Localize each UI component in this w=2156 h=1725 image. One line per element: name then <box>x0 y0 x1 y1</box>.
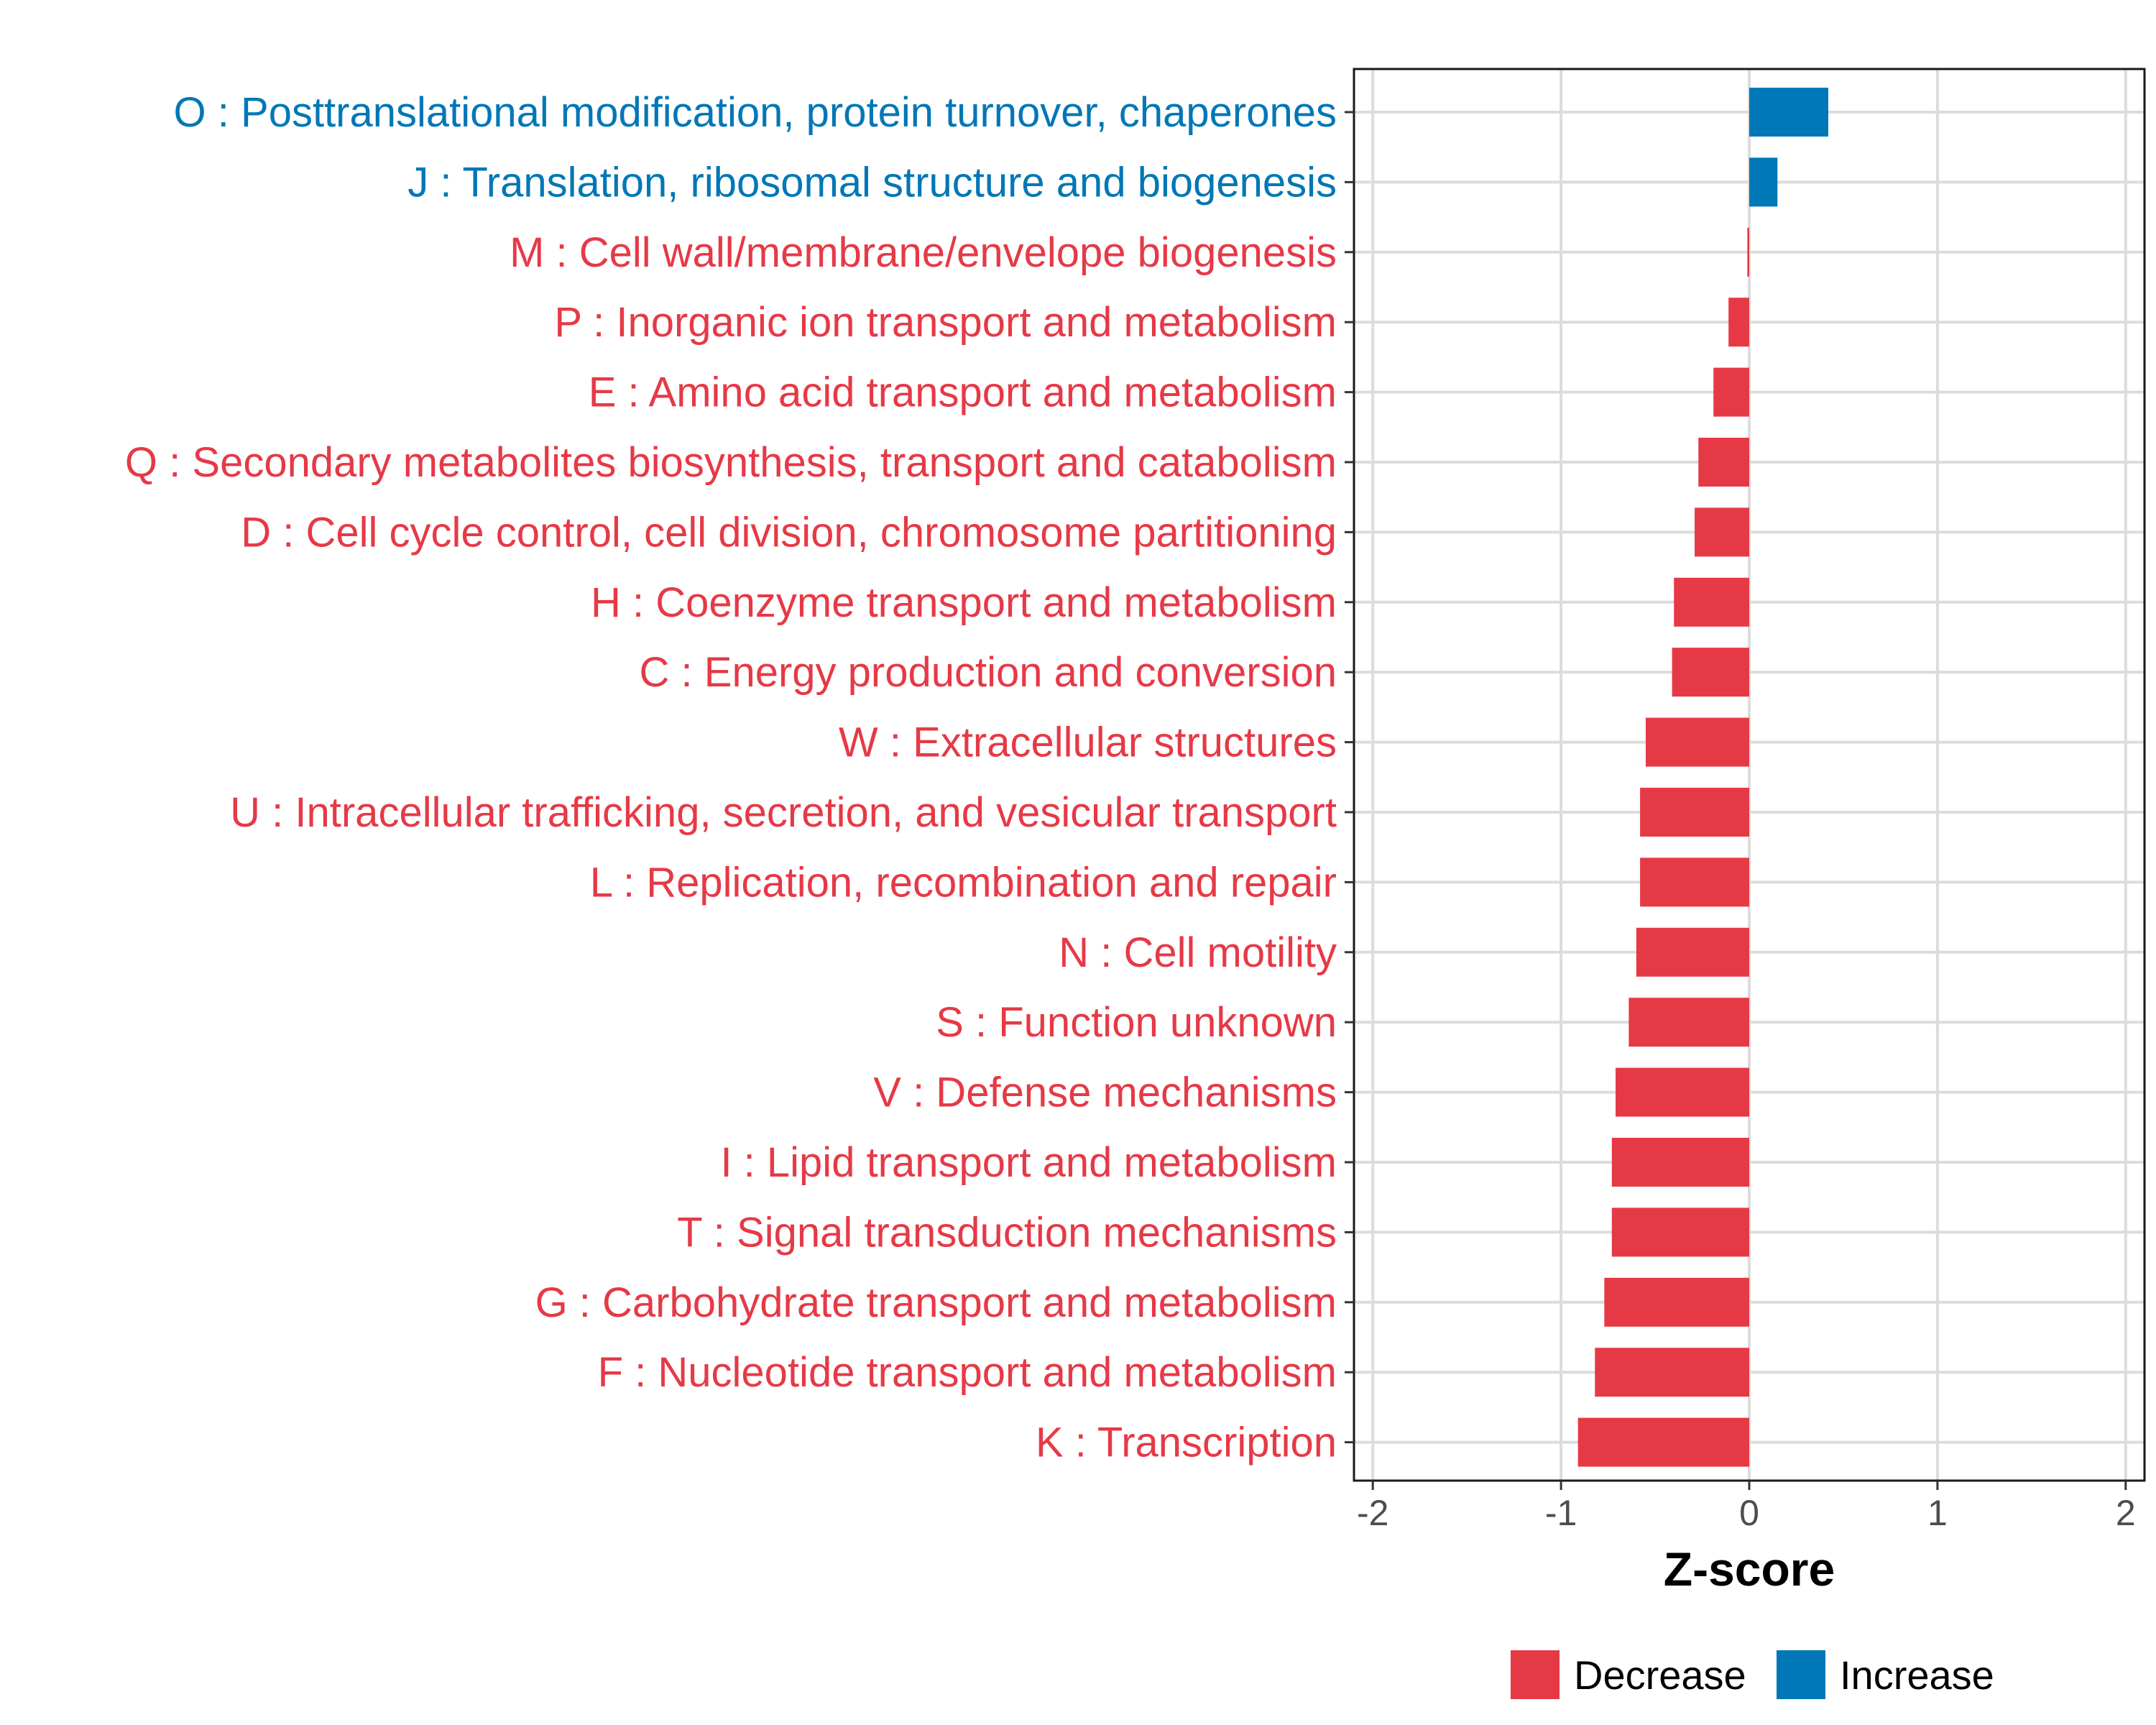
bar <box>1749 157 1778 207</box>
category-label: F : Nucleotide transport and metabolism <box>598 1349 1337 1396</box>
bar <box>1698 438 1749 487</box>
bar <box>1674 577 1749 627</box>
bar <box>1604 1277 1749 1327</box>
category-label: W : Extracellular structures <box>839 719 1337 766</box>
bar <box>1640 788 1749 837</box>
category-label: K : Transcription <box>1036 1420 1337 1466</box>
x-tick-label: 0 <box>1739 1493 1759 1533</box>
bar <box>1695 507 1749 557</box>
category-label: N : Cell motility <box>1059 929 1337 976</box>
x-axis-ticks: -2 -1 0 1 2 <box>1357 1481 2136 1533</box>
legend-label: Increase <box>1840 1652 1994 1698</box>
bar <box>1749 88 1828 137</box>
category-labels: O : Posttranslational modification, prot… <box>125 89 1337 1466</box>
category-label: E : Amino acid transport and metabolism <box>589 369 1337 416</box>
bars <box>1577 88 1828 1467</box>
category-label: L : Replication, recombination and repai… <box>590 859 1337 906</box>
category-label: D : Cell cycle control, cell division, c… <box>241 509 1337 556</box>
legend: Decrease Increase <box>1511 1650 1994 1699</box>
x-tick-label: -1 <box>1545 1493 1577 1533</box>
category-label: I : Lipid transport and metabolism <box>720 1139 1337 1186</box>
category-label: U : Intracellular trafficking, secretion… <box>230 789 1337 836</box>
category-label: P : Inorganic ion transport and metaboli… <box>554 299 1337 346</box>
category-label: G : Carbohydrate transport and metabolis… <box>535 1279 1337 1326</box>
bar <box>1636 927 1749 977</box>
legend-label: Decrease <box>1574 1652 1746 1698</box>
bar <box>1595 1348 1749 1397</box>
bar <box>1628 998 1749 1047</box>
x-tick-label: 1 <box>1927 1493 1948 1533</box>
y-axis-ticks <box>1345 111 1354 1444</box>
x-tick-label: 2 <box>2116 1493 2136 1533</box>
bar <box>1728 298 1749 347</box>
category-label: M : Cell wall/membrane/envelope biogenes… <box>510 229 1337 276</box>
category-label: O : Posttranslational modification, prot… <box>174 89 1337 136</box>
legend-key <box>1777 1650 1825 1699</box>
bar <box>1611 1208 1749 1257</box>
x-tick-label: -2 <box>1357 1493 1388 1533</box>
category-label: Q : Secondary metabolites biosynthesis, … <box>125 439 1337 486</box>
category-label: C : Energy production and conversion <box>640 649 1337 696</box>
category-label: S : Function unknown <box>936 999 1337 1046</box>
bar <box>1640 857 1749 907</box>
bar <box>1616 1067 1749 1117</box>
bar <box>1645 717 1749 767</box>
bar <box>1611 1138 1749 1187</box>
bar <box>1577 1417 1749 1467</box>
x-axis-title: Z-score <box>1664 1542 1835 1596</box>
category-label: J : Translation, ribosomal structure and… <box>407 159 1337 206</box>
bar <box>1672 648 1749 697</box>
category-label: T : Signal transduction mechanisms <box>677 1209 1337 1256</box>
bar <box>1713 367 1749 417</box>
legend-key <box>1511 1650 1560 1699</box>
category-label: V : Defense mechanisms <box>873 1070 1337 1116</box>
category-label: H : Coenzyme transport and metabolism <box>591 579 1337 626</box>
bar <box>1747 227 1749 277</box>
